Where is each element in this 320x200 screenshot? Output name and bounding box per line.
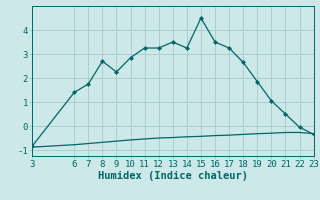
X-axis label: Humidex (Indice chaleur): Humidex (Indice chaleur)	[98, 171, 248, 181]
